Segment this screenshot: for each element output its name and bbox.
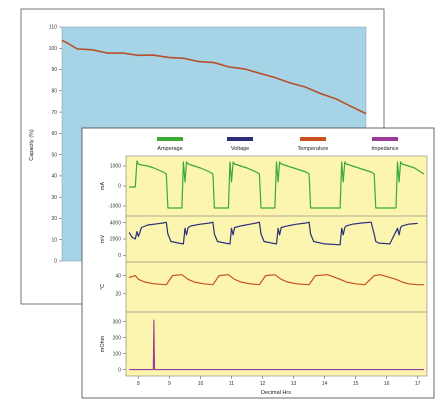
legend: Amperage Voltage Temperature Impedance <box>157 137 399 152</box>
capacity-y-tick-label: 20 <box>51 216 57 222</box>
capacity-y-tick-label: 10 <box>51 237 57 243</box>
legend-label-temperature: Temperature <box>298 146 329 152</box>
panel-y-tick-label: 40 <box>115 273 121 279</box>
legend-swatch-amperage <box>157 137 183 141</box>
capacity-y-tick-label: 0 <box>54 259 57 265</box>
capacity-y-ticks: 0 10 20 30 40 50 60 70 80 90 100 110 <box>49 25 62 265</box>
x-tick-label: 11 <box>229 381 234 387</box>
capacity-y-tick-label: 100 <box>49 46 58 52</box>
panel-y-tick-label: 4000 <box>110 220 121 226</box>
x-tick-label: 8 <box>137 381 140 387</box>
x-tick-label: 16 <box>384 381 390 387</box>
capacity-y-tick-label: 60 <box>51 131 57 137</box>
x-tick-label: 13 <box>291 381 297 387</box>
panel-y-axis-label: mV <box>100 235 106 244</box>
legend-swatch-voltage <box>227 137 253 141</box>
x-tick-label: 17 <box>415 381 421 387</box>
capacity-y-tick-label: 50 <box>51 152 57 158</box>
panel-y-tick-label: 100 <box>113 351 122 357</box>
multi-panel-plot-area <box>125 155 428 377</box>
panel-c: 40 20 °C <box>100 261 427 298</box>
panel-series-line <box>128 221 418 246</box>
x-tick-label: 10 <box>198 381 204 387</box>
panel-y-tick-label: 300 <box>113 319 122 325</box>
capacity-y-tick-label: 90 <box>51 67 57 73</box>
multi-panel-chart: Amperage Voltage Temperature Impedance 1000… <box>81 127 435 399</box>
legend-swatch-impedance <box>372 137 398 141</box>
panel-y-tick-label: 1000 <box>110 164 121 170</box>
panel-y-tick-label: 20 <box>115 292 121 298</box>
capacity-y-axis-label: Capacity (%) <box>29 129 35 161</box>
x-ticks: 8 9 10 11 12 13 14 15 16 17 <box>137 376 421 387</box>
panel-series-line <box>129 160 425 209</box>
capacity-series-line <box>61 39 367 115</box>
panel-series-line <box>128 274 424 286</box>
panels: 10000-1000mA400020000mV4020°C3002001000m… <box>100 160 427 373</box>
panel-y-axis-label: °C <box>100 284 106 290</box>
x-tick-label: 14 <box>322 381 328 387</box>
panel-y-tick-label: 0 <box>118 367 121 373</box>
panel-y-tick-label: 0 <box>118 253 121 259</box>
legend-label-amperage: Amperage <box>157 146 182 152</box>
legend-label-impedance: Impedance <box>371 146 398 152</box>
panel-ma: 1000 0 -1000 mA <box>100 160 425 210</box>
legend-swatch-temperature <box>300 137 326 141</box>
panel-y-tick-label: 200 <box>113 335 122 341</box>
panel-series-line <box>129 319 424 371</box>
capacity-y-tick-label: 40 <box>51 174 57 180</box>
panel-mv: 4000 2000 0 mV <box>100 215 427 259</box>
x-tick-label: 15 <box>353 381 359 387</box>
panel-y-tick-label: -1000 <box>108 204 121 210</box>
panel-y-tick-label: 2000 <box>110 237 121 243</box>
legend-label-voltage: Voltage <box>231 146 249 152</box>
capacity-y-tick-label: 70 <box>51 110 57 116</box>
panel-mohm: 300 200 100 0 mOhm <box>100 311 427 373</box>
x-tick-label: 12 <box>260 381 266 387</box>
x-tick-label: 9 <box>168 381 171 387</box>
panel-y-tick-label: 0 <box>118 184 121 190</box>
x-axis-label: Decimal Hrs <box>261 390 291 396</box>
capacity-y-tick-label: 80 <box>51 89 57 95</box>
panel-y-axis-label: mA <box>100 182 106 191</box>
panel-y-axis-label: mOhm <box>100 335 106 352</box>
capacity-y-tick-label: 110 <box>49 25 57 31</box>
capacity-y-tick-label: 30 <box>51 195 57 201</box>
